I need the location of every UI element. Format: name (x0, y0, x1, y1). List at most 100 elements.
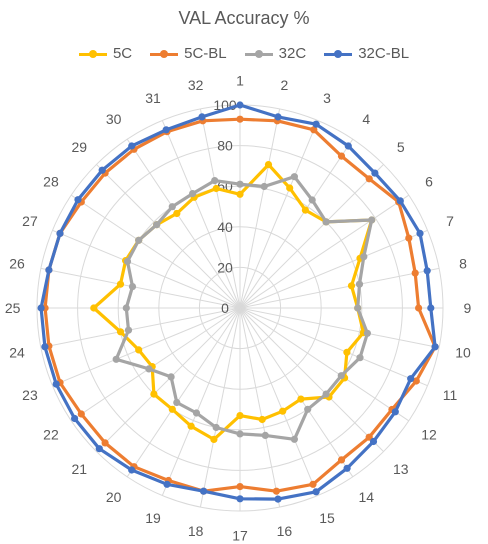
category-label: 10 (455, 344, 471, 360)
data-point-5c-bl (337, 456, 346, 464)
data-point-32c (290, 435, 298, 443)
data-point-5c (343, 348, 351, 356)
grid-spoke (40, 307, 241, 349)
data-point-32c-bl (95, 445, 103, 453)
data-point-5c (297, 395, 305, 403)
data-point-32c-bl (198, 113, 206, 121)
grid-spoke (52, 229, 241, 309)
data-point-32c-bl (369, 437, 378, 446)
data-point-32c-bl (128, 142, 136, 150)
data-point-5c (116, 280, 125, 288)
grid-spoke (239, 138, 354, 309)
legend-swatch-5c-bl (150, 49, 179, 59)
radial-tick-label: 40 (217, 219, 233, 235)
data-point-5c (150, 390, 158, 398)
data-point-32c (192, 409, 201, 417)
data-point-5c (187, 422, 195, 430)
category-label: 27 (22, 213, 38, 229)
data-point-32c-bl (312, 120, 320, 128)
data-point-5c-bl (411, 269, 419, 277)
grid-spoke (239, 307, 440, 349)
data-point-32c-bl (71, 414, 79, 423)
grid-spoke (239, 164, 384, 309)
category-label: 7 (446, 213, 454, 229)
category-label: 9 (463, 300, 471, 316)
legend-item-32c-bl[interactable]: 32C-BL (324, 45, 409, 62)
data-point-32c-bl (163, 480, 171, 488)
data-point-32c-bl (162, 126, 170, 134)
category-label: 2 (280, 77, 288, 93)
data-point-32c (355, 280, 364, 288)
category-label: 12 (421, 426, 437, 442)
data-point-32c (167, 373, 175, 381)
data-point-32c (322, 390, 330, 398)
category-label: 30 (106, 111, 122, 127)
grid-spoke (96, 307, 241, 452)
grid-spoke (239, 194, 410, 309)
grid-spoke (70, 307, 241, 422)
grid-spoke (126, 138, 241, 309)
data-point-32c-bl (391, 408, 399, 416)
legend-item-5c[interactable]: 5C (78, 45, 132, 62)
category-label: 31 (145, 90, 161, 106)
data-point-32c (236, 180, 244, 188)
data-point-32c-bl (41, 343, 49, 351)
grid-spoke (199, 108, 241, 309)
grid-spoke (96, 164, 241, 309)
grid-spoke (239, 307, 410, 422)
data-point-5c (301, 206, 309, 214)
data-point-32c (189, 190, 197, 198)
radial-tick-label: 80 (217, 138, 233, 154)
data-point-5c (264, 161, 273, 169)
category-label: 4 (362, 111, 370, 127)
legend-item-5c-bl[interactable]: 5C-BL (150, 45, 227, 62)
grid-spoke (40, 267, 241, 309)
category-label: 22 (43, 426, 59, 442)
data-point-32c (290, 173, 298, 181)
category-label: 20 (106, 489, 122, 505)
data-point-32c (135, 236, 143, 244)
data-point-5c-bl (310, 126, 318, 134)
data-point-32c-bl (56, 229, 64, 237)
data-point-32c-bl (45, 266, 53, 274)
legend-label-5c-bl: 5C-BL (184, 45, 227, 62)
data-point-32c (260, 182, 268, 191)
grid-spoke (239, 307, 281, 508)
radial-tick-label: 20 (217, 259, 233, 275)
grid-spoke (239, 120, 319, 309)
category-label: 23 (22, 387, 38, 403)
data-point-32c (153, 221, 161, 229)
data-point-32c-bl (128, 466, 136, 474)
category-label: 24 (9, 344, 25, 360)
data-point-32c-bl (343, 464, 351, 472)
data-point-5c (279, 407, 287, 415)
legend-item-32c[interactable]: 32C (244, 45, 306, 62)
data-point-32c (123, 257, 132, 265)
data-point-32c-bl (37, 304, 45, 312)
grid-spoke (239, 108, 281, 309)
data-point-32c (322, 218, 330, 226)
data-point-32c (368, 216, 376, 224)
legend: 5C 5C-BL 32C 32C-BL (0, 45, 488, 62)
data-point-5c (347, 282, 356, 290)
data-point-32c-bl (427, 304, 435, 312)
grid-spoke (126, 307, 241, 478)
data-point-32c-bl (98, 166, 106, 174)
data-point-32c (211, 177, 219, 185)
data-point-32c (145, 365, 153, 373)
data-point-32c-bl (431, 343, 439, 351)
category-label: 5 (397, 139, 405, 155)
category-label: 15 (319, 510, 335, 526)
grid-spoke (161, 307, 241, 496)
grid-spoke (239, 307, 428, 387)
data-point-5c (286, 184, 294, 192)
data-point-5c (135, 346, 143, 354)
data-point-32c-bl (407, 375, 415, 383)
data-point-5c (236, 412, 244, 420)
data-point-5c-bl (101, 439, 109, 447)
data-point-32c (304, 405, 312, 413)
data-point-32c-bl (274, 495, 282, 503)
data-point-5c-bl (236, 483, 244, 491)
